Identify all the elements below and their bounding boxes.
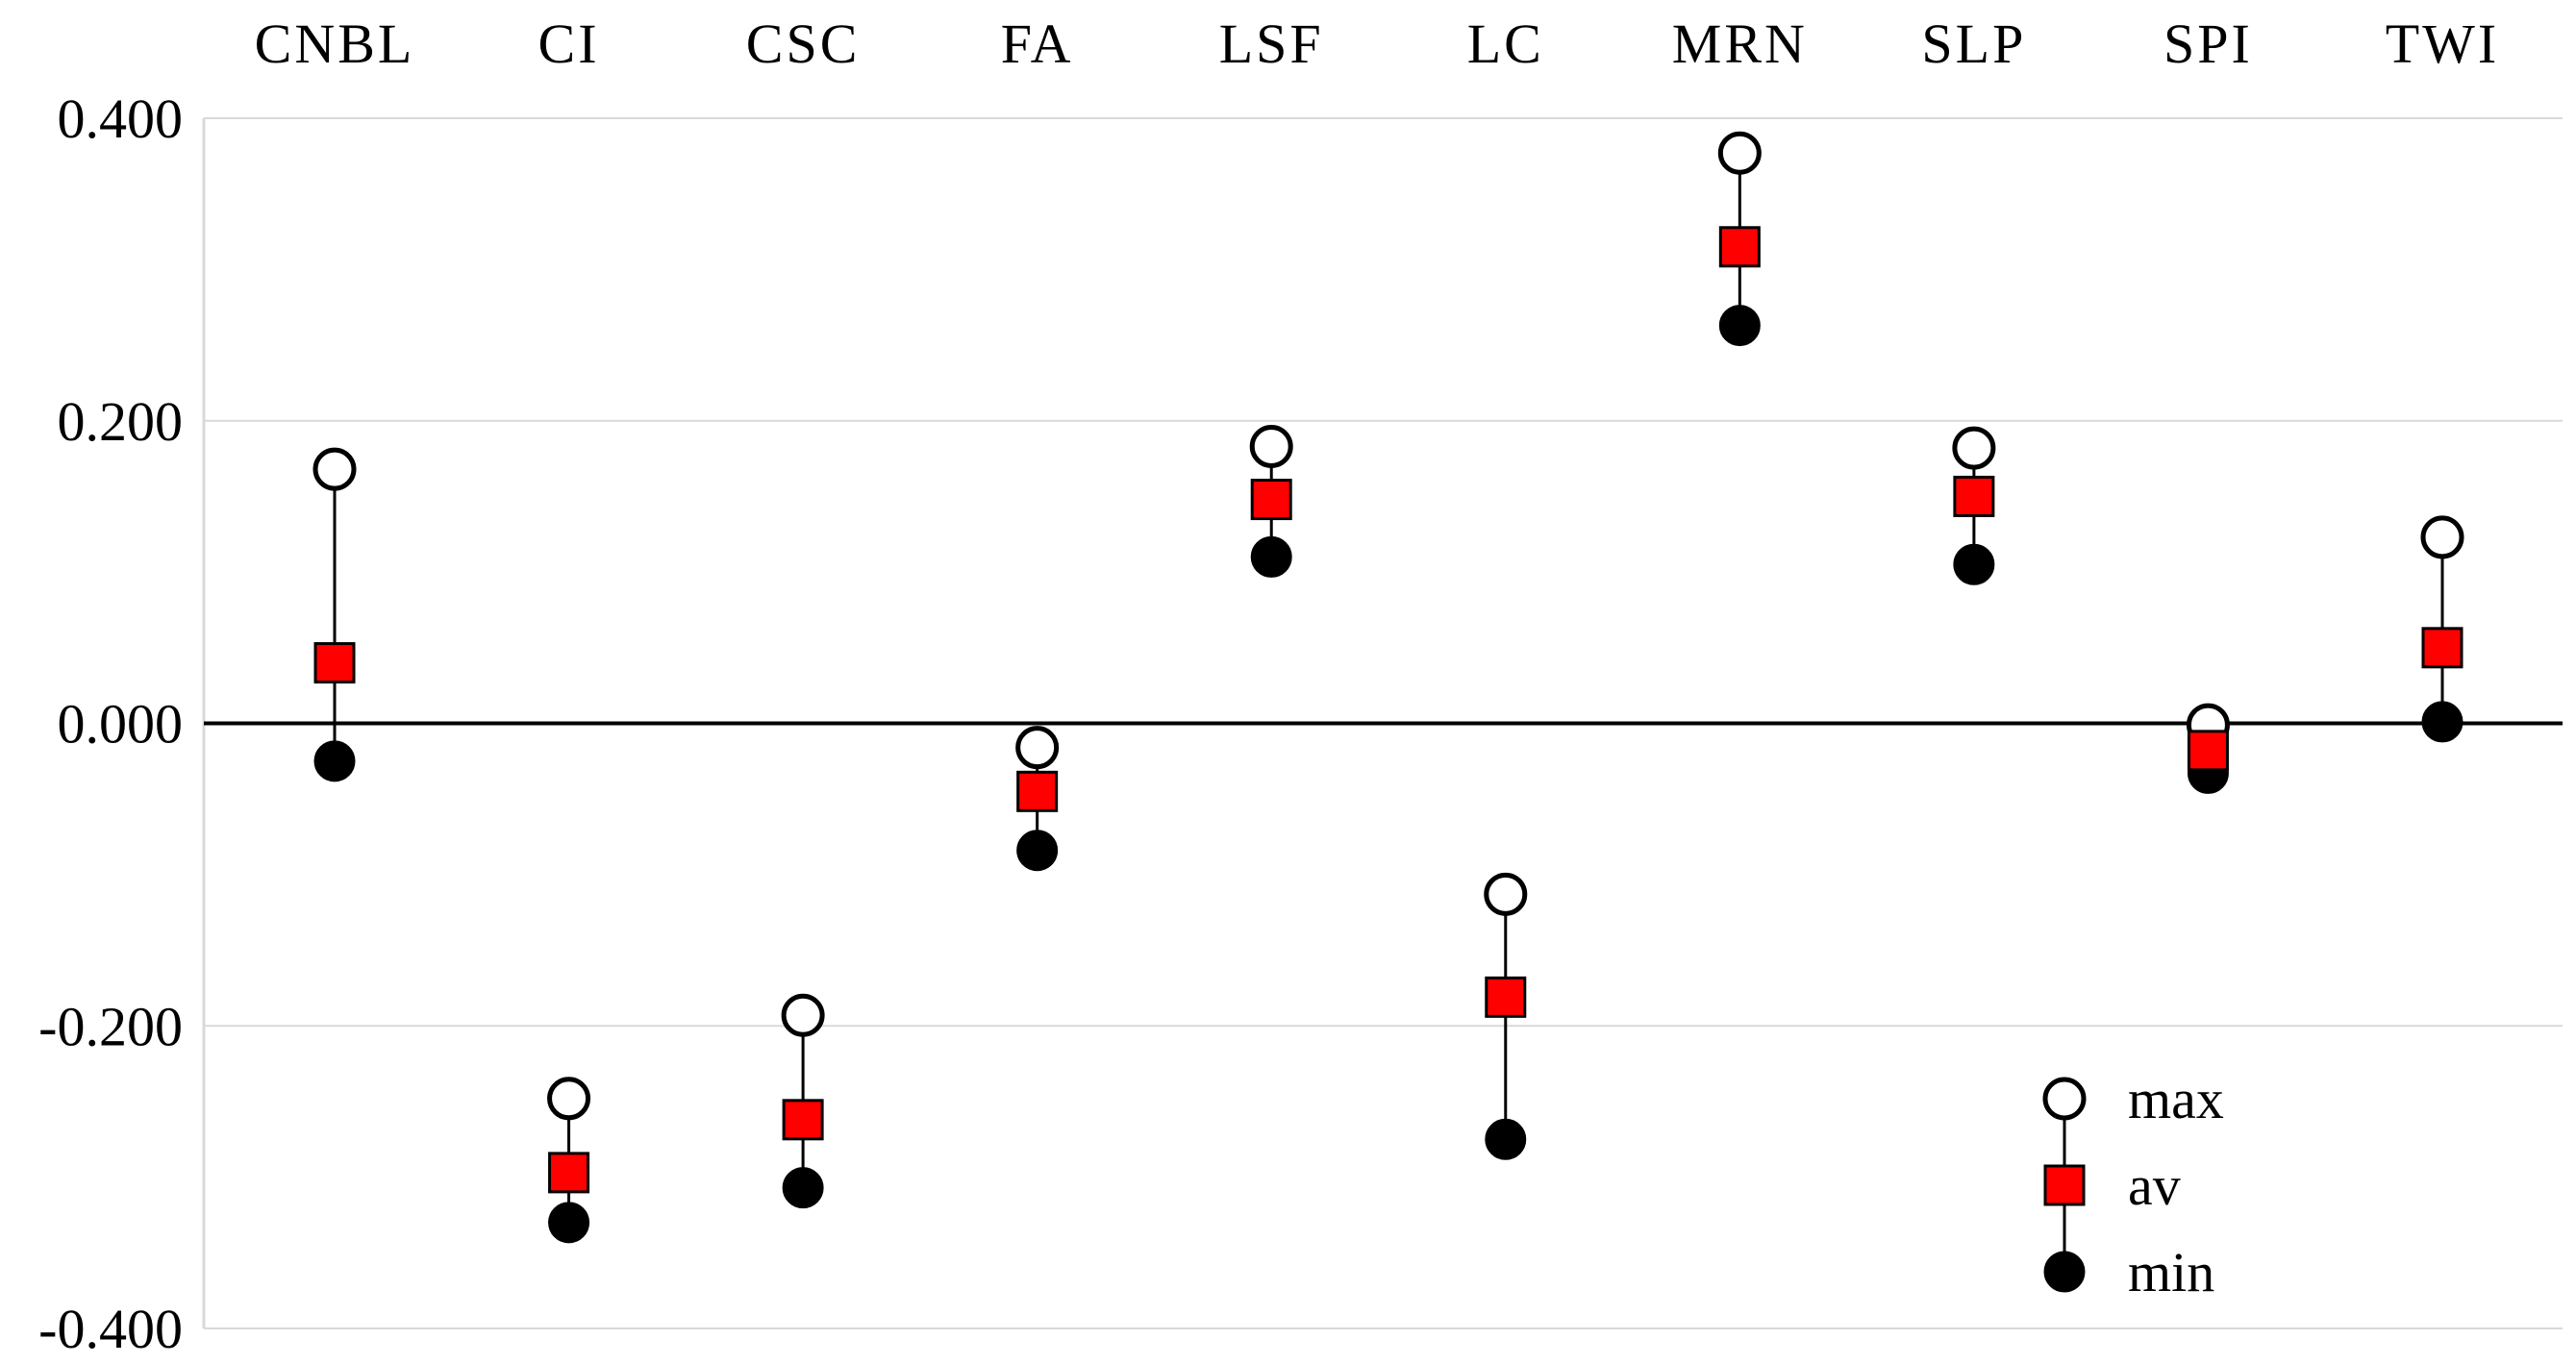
- min-point: [1953, 543, 1995, 585]
- y-tick-label: 0.200: [58, 390, 184, 453]
- category-label: CI: [538, 12, 600, 75]
- av-point: [1250, 479, 1292, 521]
- data-markers: [313, 131, 2464, 1244]
- legend-max-marker: [2042, 1077, 2087, 1121]
- max-point: [2420, 515, 2464, 559]
- av-point: [548, 1152, 590, 1194]
- category-labels: CNBL CI CSC FA LSF LC MRN SLP SPI TWI: [255, 12, 2500, 75]
- min-point: [313, 740, 356, 782]
- y-tick-labels: 0.400 0.200 0.000 -0.200 -0.400: [38, 87, 183, 1360]
- av-point: [782, 1099, 824, 1141]
- category-label: MRN: [1672, 12, 1808, 75]
- av-point: [1953, 475, 1995, 517]
- max-point: [1484, 872, 1528, 916]
- category-label: LC: [1467, 12, 1544, 75]
- av-point: [2187, 730, 2229, 772]
- gridlines: [204, 117, 2563, 1329]
- max-point: [1717, 131, 1762, 175]
- min-point: [2421, 701, 2463, 743]
- av-point: [1016, 770, 1059, 812]
- category-label: FA: [1001, 12, 1074, 75]
- min-point: [1250, 535, 1292, 578]
- max-point: [547, 1077, 591, 1121]
- y-tick-label: -0.400: [38, 1298, 183, 1360]
- max-point: [1952, 426, 1996, 470]
- min-point: [1718, 305, 1761, 347]
- y-tick-label: 0.000: [58, 693, 184, 756]
- legend-label-min: min: [2128, 1241, 2214, 1303]
- min-point: [1016, 830, 1059, 872]
- min-point: [548, 1202, 590, 1244]
- max-point: [1015, 726, 1060, 770]
- av-point: [313, 642, 356, 684]
- legend-av-marker: [2043, 1164, 2086, 1206]
- max-point: [781, 993, 825, 1037]
- av-point: [1485, 976, 1527, 1018]
- category-label: SPI: [2163, 12, 2253, 75]
- y-tick-label: -0.200: [38, 995, 183, 1057]
- max-point: [1249, 425, 1293, 469]
- range-lines: [333, 153, 2444, 1223]
- min-point: [782, 1167, 824, 1209]
- y-tick-label: 0.400: [58, 87, 184, 150]
- category-label: CSC: [746, 12, 861, 75]
- legend-label-max: max: [2128, 1068, 2224, 1130]
- legend: max av min: [2042, 1068, 2224, 1303]
- legend-min-marker: [2043, 1251, 2086, 1293]
- max-point: [313, 447, 357, 491]
- category-label: TWI: [2386, 12, 2500, 75]
- min-point: [1485, 1118, 1527, 1160]
- category-label: CNBL: [255, 12, 415, 75]
- av-point: [2421, 627, 2463, 669]
- axes: [202, 118, 2563, 1328]
- category-label: LSF: [1219, 12, 1324, 75]
- av-point: [1718, 226, 1761, 268]
- category-label: SLP: [1921, 12, 2026, 75]
- legend-label-av: av: [2128, 1154, 2181, 1217]
